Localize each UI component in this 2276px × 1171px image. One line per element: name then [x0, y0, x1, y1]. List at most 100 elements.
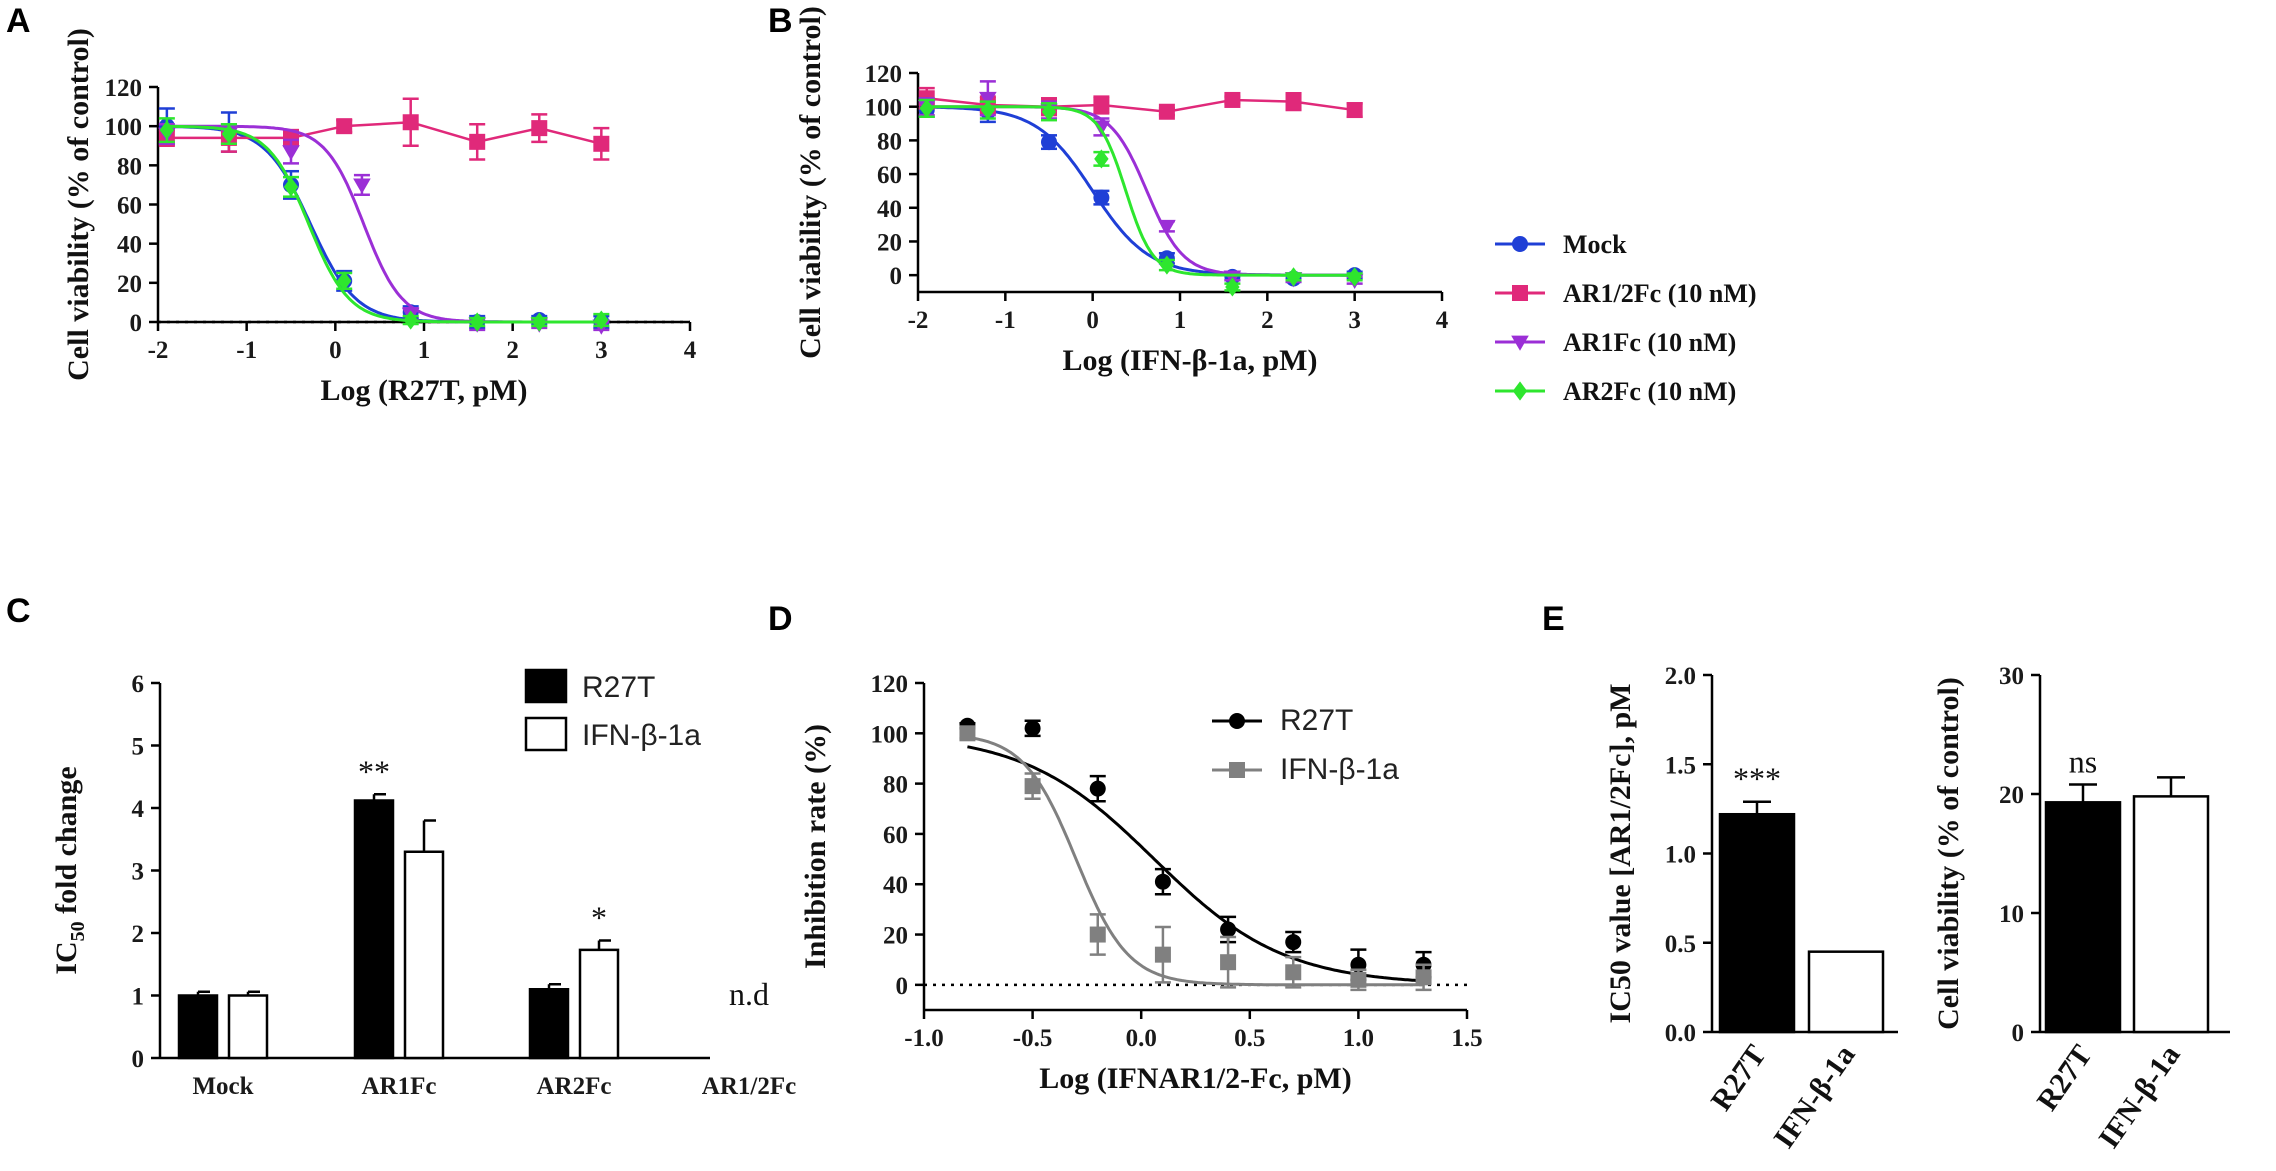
data-point — [1347, 267, 1362, 287]
bar-ifn-1a — [578, 948, 620, 1060]
x-tick-label: IFN-β-1a — [2092, 1039, 2186, 1154]
x-tick-label: -1 — [995, 307, 1016, 334]
data-point — [1415, 969, 1432, 986]
y-tick-label: 40 — [877, 196, 902, 223]
x-axis-title: Log (IFNAR1/2-Fc, pM) — [1039, 1062, 1351, 1095]
y-tick-label: 2.0 — [1665, 663, 1696, 690]
y-tick-label: 60 — [117, 193, 142, 220]
y-tick-label: 0 — [130, 310, 143, 337]
legend-label: Mock — [1563, 230, 1627, 259]
fit-curve — [166, 125, 602, 324]
data-point — [1220, 921, 1237, 938]
data-point — [1024, 778, 1041, 795]
panel-label-b: B — [768, 2, 793, 40]
data-point — [1158, 219, 1176, 236]
significance-label: *** — [1733, 761, 1781, 797]
data-point — [283, 129, 299, 146]
bar-r27t — [353, 799, 395, 1060]
data-point — [532, 312, 547, 332]
x-tick-label: 0.0 — [1126, 1025, 1157, 1052]
y-tick-label: 40 — [883, 872, 908, 899]
data-point — [1285, 93, 1302, 110]
x-tick-label: 2 — [506, 337, 519, 364]
fit-curve — [967, 745, 1424, 983]
series-ar2fc-10-nm- — [158, 117, 610, 332]
x-tick-label: R27T — [1705, 1039, 1773, 1117]
legend-swatch-marker — [1512, 236, 1528, 252]
x-tick-label: 0 — [329, 337, 342, 364]
legend-label: AR2Fc (10 nM) — [1563, 377, 1736, 406]
y-tick-label: 0.5 — [1665, 931, 1696, 958]
y-tick-label: 80 — [883, 772, 908, 799]
y-tick-label: 0 — [896, 973, 909, 1000]
legend-swatch-marker — [1229, 713, 1245, 729]
data-point — [959, 725, 976, 742]
bar-r27t — [528, 988, 570, 1060]
legend-swatch — [524, 716, 568, 752]
chart-d: 0 20 40 60 80 100 120 -1.0 -0.5 0.0 0.5 1.0 1.5 Log (… — [799, 671, 1483, 1095]
data-point — [979, 91, 997, 108]
x-tick-label: -1.0 — [904, 1025, 944, 1052]
x-tick-label: AR2Fc — [537, 1073, 612, 1100]
x-tick-label: Mock — [192, 1073, 253, 1100]
data-point — [1024, 720, 1041, 737]
data-point — [1159, 255, 1175, 275]
data-point — [919, 98, 934, 118]
bar-r27t — [177, 994, 219, 1060]
series-mock — [918, 100, 1363, 287]
x-tick-label: 0.5 — [1234, 1025, 1265, 1052]
x-tick-label: 1 — [1174, 307, 1187, 334]
y-tick-label: 10 — [1999, 901, 2024, 928]
x-tick-label: IFN-β-1a — [1767, 1039, 1861, 1154]
x-tick-label: 4 — [1436, 307, 1449, 334]
y-axis-title: IC50 fold change — [50, 766, 89, 974]
x-tick-label: -2 — [148, 337, 169, 364]
data-point — [1093, 189, 1110, 206]
x-tick-label: 0 — [1086, 307, 1099, 334]
data-point — [1224, 91, 1241, 108]
y-tick-label: 100 — [105, 114, 143, 141]
data-point — [336, 118, 353, 135]
legend-swatch-marker — [1511, 335, 1529, 351]
x-tick-label: -0.5 — [1013, 1025, 1053, 1052]
y-tick-label: 3 — [132, 859, 145, 886]
y-tick-label: 100 — [871, 721, 909, 748]
data-point — [1154, 946, 1171, 963]
legend-label: R27T — [582, 671, 655, 704]
data-point — [1094, 149, 1109, 169]
legend-swatch-marker — [1512, 381, 1528, 401]
fit-curve — [166, 124, 602, 324]
y-tick-label: 4 — [132, 796, 145, 823]
y-tick-label: 0 — [890, 263, 903, 290]
series-ar1fc-10-nm- — [158, 122, 611, 335]
data-point — [980, 100, 996, 120]
y-tick-label: 120 — [105, 75, 143, 102]
series-ar2fc-10-nm- — [918, 98, 1363, 297]
data-point — [1286, 267, 1301, 287]
data-point — [283, 177, 299, 197]
data-point — [159, 120, 175, 140]
data-point — [1041, 102, 1057, 122]
y-tick-label: 120 — [871, 671, 909, 698]
y-tick-label: 0 — [2012, 1020, 2025, 1047]
data-point — [1089, 926, 1106, 943]
data-point — [531, 120, 548, 137]
x-tick-label: -1 — [236, 337, 257, 364]
bar-ifn-1a — [227, 994, 269, 1060]
y-tick-label: 1.0 — [1665, 842, 1696, 869]
data-point — [593, 135, 610, 152]
legend-swatch — [524, 668, 568, 704]
significance-label: ** — [358, 753, 390, 789]
y-tick-label: 120 — [865, 61, 903, 88]
x-tick-label: 3 — [1348, 307, 1361, 334]
y-tick-label: 20 — [877, 229, 902, 256]
y-tick-label: 60 — [877, 162, 902, 189]
y-tick-label: 1.5 — [1665, 752, 1696, 779]
y-tick-label: 20 — [117, 271, 142, 298]
data-point — [1346, 102, 1363, 119]
data-point — [1225, 277, 1240, 297]
legend-swatch-marker — [1229, 762, 1245, 778]
